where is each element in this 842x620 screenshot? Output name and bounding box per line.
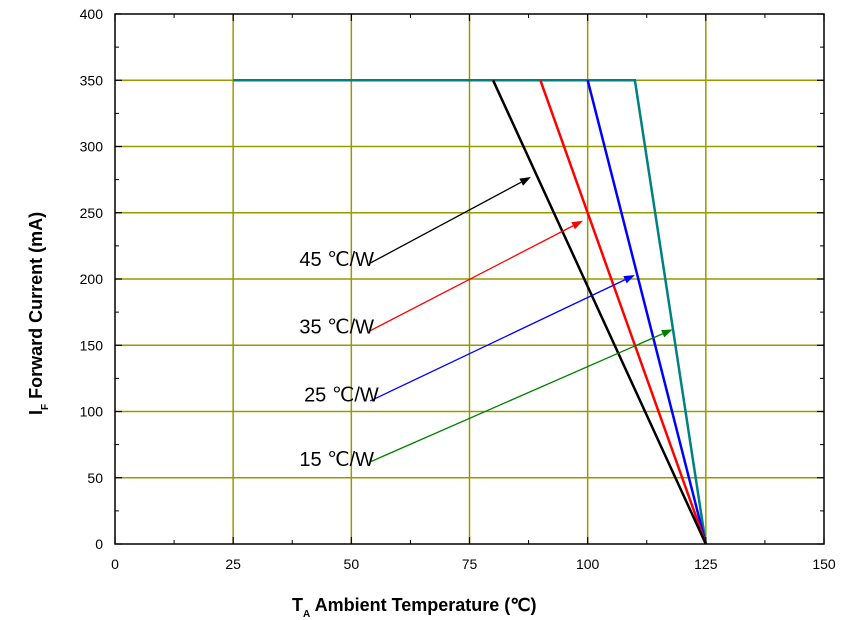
tick-layer: 0 25 50 75 100 125 150 0 50 100 150 200 250 300 350 400 xyxy=(80,6,836,572)
y-tick-label: 150 xyxy=(80,337,104,353)
x-axis-title-subscript: A xyxy=(303,609,310,620)
annotation-arrow-line xyxy=(369,279,626,402)
series-line-3 xyxy=(491,79,707,545)
x-tick-label: 100 xyxy=(576,556,600,572)
series-layer xyxy=(233,79,708,545)
annotation-arrowhead xyxy=(571,220,583,230)
series-line-1 xyxy=(586,79,708,545)
y-tick-label: 200 xyxy=(80,271,104,287)
x-tick-label: 150 xyxy=(812,556,836,572)
y-tick-label: 400 xyxy=(80,6,104,22)
annotation-arrow-line xyxy=(369,181,522,264)
annotation-label: 35 ℃/W xyxy=(299,317,374,339)
y-axis-title-rest: Forward Current (mA) xyxy=(26,212,46,404)
x-axis-title-rest: Ambient Temperature (℃) xyxy=(310,595,536,615)
x-axis-title: TA Ambient Temperature (℃) xyxy=(292,595,536,620)
x-tick-label: 25 xyxy=(225,556,241,572)
x-tick-label: 50 xyxy=(344,556,360,572)
annotation-label: 15 ℃/W xyxy=(299,449,374,471)
series-line-2 xyxy=(539,79,707,545)
y-tick-label: 250 xyxy=(80,205,104,221)
y-axis-title-main: I xyxy=(26,410,46,415)
x-tick-label: 75 xyxy=(462,556,478,572)
y-tick-label: 100 xyxy=(80,404,104,420)
y-tick-label: 300 xyxy=(80,139,104,155)
annotation-arrow-line xyxy=(369,225,574,332)
y-axis-title-subscript: F xyxy=(40,404,51,410)
annotation-arrowhead xyxy=(661,329,673,338)
annotation-label: 25 ℃/W xyxy=(304,384,379,406)
y-axis-title: IF Forward Current (mA) xyxy=(26,212,51,415)
annotation-arrowhead xyxy=(623,275,635,284)
y-tick-label: 0 xyxy=(95,536,103,552)
x-tick-label: 125 xyxy=(694,556,718,572)
annotation-layer: 45 ℃/W 35 ℃/W 25 ℃/W 15 ℃/W xyxy=(299,177,673,471)
y-tick-label: 350 xyxy=(80,72,104,88)
annotation-label: 45 ℃/W xyxy=(299,249,374,271)
y-tick-label: 50 xyxy=(87,470,103,486)
annotation-arrowhead xyxy=(519,177,531,186)
x-tick-label: 0 xyxy=(111,556,119,572)
series-line-0 xyxy=(233,79,708,545)
annotation-arrow-line xyxy=(369,333,663,463)
x-axis-title-main: T xyxy=(292,595,303,615)
